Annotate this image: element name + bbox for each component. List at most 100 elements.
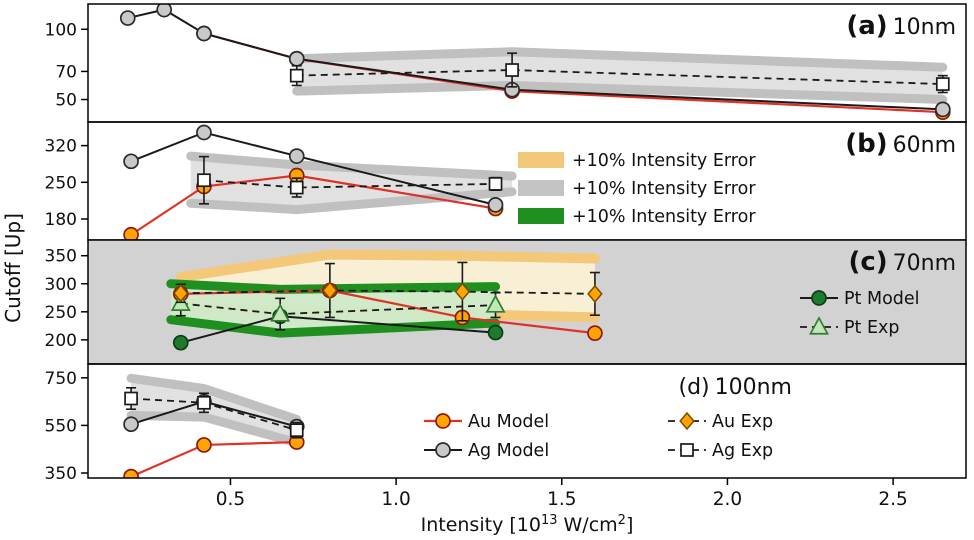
data-point-ag-model	[288, 148, 305, 164]
error-band-edge	[186, 187, 517, 215]
legend-marker-pt-exp	[809, 316, 829, 335]
legend-label: Ag Exp	[712, 441, 773, 461]
error-band-edge	[292, 47, 948, 72]
panel-label: (b) 60nm	[845, 129, 956, 159]
data-point-ag-exp	[197, 173, 211, 188]
legend-label: Au Exp	[712, 412, 773, 432]
legend-marker-au-model	[435, 413, 451, 429]
legend-swatch-gray	[518, 180, 564, 196]
series-ag-exp	[124, 386, 304, 439]
data-point-au-model	[196, 437, 212, 453]
data-point-ag-model	[487, 197, 504, 213]
panel-border	[87, 363, 967, 479]
legend-error-bands: +10% Intensity Error +10% Intensity Error…	[518, 151, 756, 227]
data-point-au-exp	[587, 284, 603, 304]
data-point-ag-exp	[289, 423, 304, 438]
legend-label: Pt Model	[844, 289, 920, 309]
data-point-ag-model	[123, 416, 139, 433]
data-point-ag-exp	[289, 180, 304, 195]
data-point-au-model	[587, 325, 603, 341]
error-band-edge	[126, 373, 302, 424]
legend-label: +10% Intensity Error	[572, 179, 756, 199]
data-point-ag-model	[288, 50, 305, 67]
legend-marker-ag-exp	[680, 443, 694, 457]
data-point-ag-exp	[289, 68, 304, 83]
panel-d: 350 550 750 (d) 100nm	[45, 363, 967, 484]
series-ag-exp	[289, 52, 950, 94]
series-ag-model	[119, 4, 951, 118]
x-axis-label: Intensity [1013 W/cm2]	[421, 513, 634, 536]
series-line	[130, 174, 496, 236]
data-point-ag-model	[156, 4, 173, 18]
data-point-ag-exp	[505, 63, 519, 77]
series-ag-model	[123, 124, 504, 213]
data-point-pt-model	[487, 324, 504, 341]
panel-label-letter: (c)	[848, 247, 887, 277]
legend-item: +10% Intensity Error	[518, 151, 756, 171]
y-tick-label: 350	[45, 464, 77, 484]
data-point-ag-model	[123, 153, 139, 170]
data-point-au-model	[123, 468, 139, 478]
data-point-pt-exp	[270, 303, 291, 322]
legend-label: +10% Intensity Error	[572, 207, 756, 227]
legend-marker-au-exp	[679, 411, 695, 431]
x-tick-label: 1.5	[547, 489, 576, 510]
legend-marker-pt-model	[811, 290, 827, 306]
y-tick-label: 50	[55, 91, 77, 111]
panel-label-text: 70nm	[893, 251, 956, 276]
data-point-ag-model	[196, 25, 212, 42]
legend-item: Pt Model	[800, 289, 920, 309]
panel-plot-area	[123, 373, 305, 478]
data-point-ag-exp	[935, 77, 950, 91]
panel-label-letter: (b)	[845, 129, 887, 159]
series-line	[130, 131, 496, 206]
panel-label-text: 10nm	[893, 15, 956, 40]
legend-label: +10% Intensity Error	[572, 151, 756, 171]
legend-marker-ag-model	[435, 442, 451, 458]
y-tick-label: 100	[45, 20, 77, 40]
data-point-pt-model	[172, 334, 189, 351]
y-tick-label: 250	[45, 303, 77, 323]
panel-c: 200 250 300 350 (c) 70nm	[45, 239, 967, 365]
panel-label: (c) 70nm	[848, 247, 956, 277]
error-band-edge	[175, 249, 600, 283]
panel-plot-area	[119, 4, 951, 121]
legend-swatch-green	[518, 208, 564, 224]
y-tick-label: 350	[45, 247, 77, 267]
legend-au-ag: Au Model Au Exp Ag Model Ag Exp	[424, 411, 773, 461]
panel-plot-area	[123, 124, 517, 240]
y-tick-label: 320	[45, 137, 77, 157]
legend-swatch-tan	[518, 152, 564, 168]
series-au-exp	[172, 261, 603, 322]
legend-item: Ag Exp	[668, 441, 773, 461]
error-band-edge	[166, 279, 501, 294]
legend-item: +10% Intensity Error	[518, 179, 756, 199]
panel-a: 50 70 100 (a) 10nm	[45, 3, 967, 123]
data-point-ag-exp	[488, 177, 503, 191]
y-tick-label: 70	[55, 62, 77, 82]
data-point-ag-exp	[124, 391, 138, 406]
legend-item: +10% Intensity Error	[518, 207, 756, 227]
panel-label-text: 100nm	[715, 375, 792, 400]
panel-label-letter: (a)	[846, 11, 887, 41]
error-band-green	[170, 283, 496, 334]
x-tick-label: 0.5	[216, 489, 245, 510]
y-tick-label: 550	[45, 416, 77, 436]
y-tick-label: 180	[45, 210, 77, 230]
data-point-au-exp	[322, 281, 338, 300]
legend-item: Au Model	[424, 412, 549, 432]
y-tick-label: 200	[45, 331, 77, 351]
y-tick-label: 250	[45, 173, 77, 193]
y-axis-label: Cutoff [Up]	[1, 213, 25, 323]
data-point-ag-model	[934, 101, 951, 118]
data-point-ag-model	[119, 10, 136, 26]
legend-item: Ag Model	[424, 441, 549, 461]
data-point-au-exp	[454, 282, 471, 301]
y-tick-label: 300	[45, 275, 77, 295]
data-point-pt-exp	[485, 294, 506, 313]
legend-pt: Pt Model Pt Exp	[800, 289, 920, 338]
error-band-edge	[186, 151, 517, 181]
panel-plot-area	[166, 249, 603, 351]
